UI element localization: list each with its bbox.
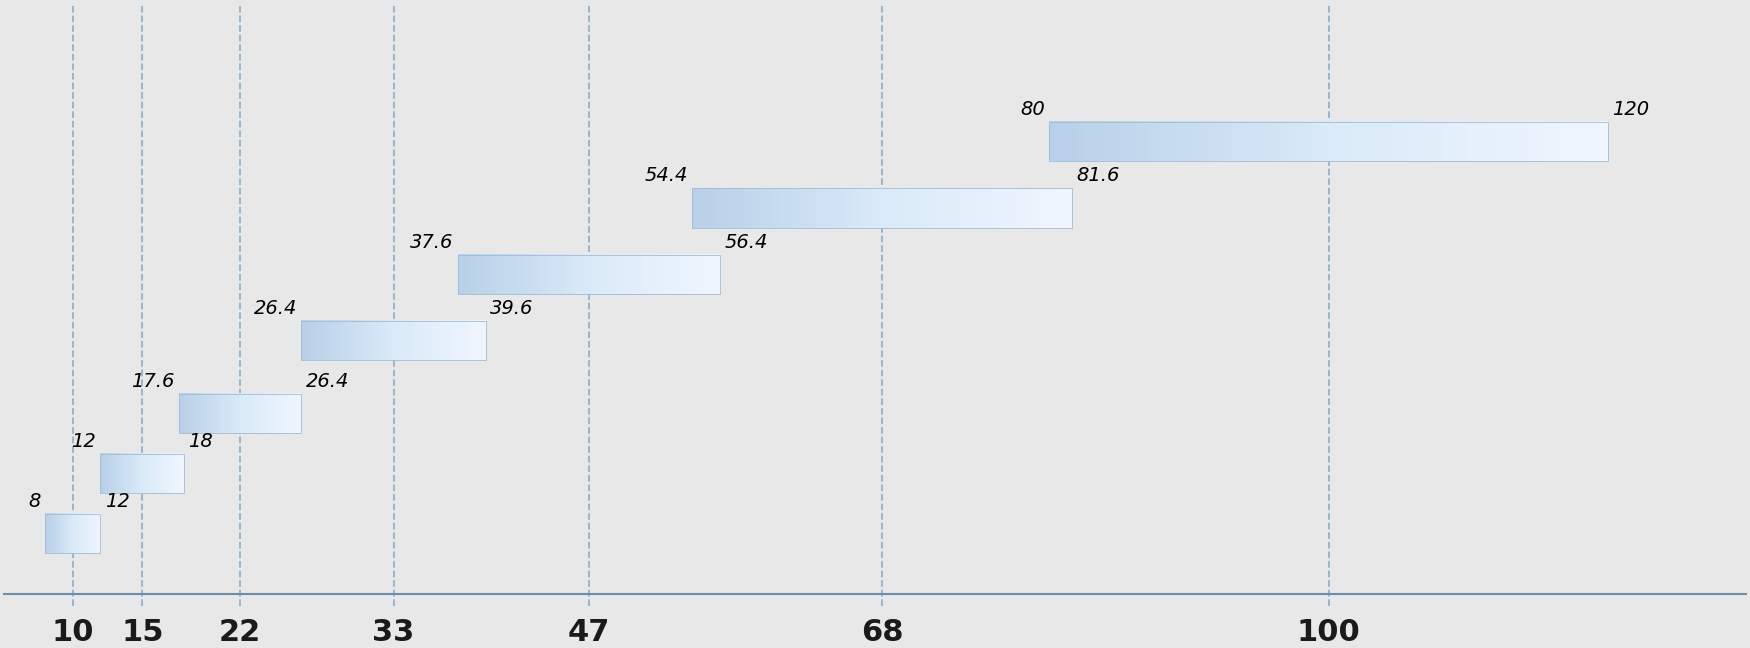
Text: 100: 100 [1297,618,1360,647]
Text: 17.6: 17.6 [131,371,175,391]
Text: 68: 68 [861,618,903,647]
Bar [46,515,100,553]
Text: 81.6: 81.6 [1076,167,1120,185]
Text: 33: 33 [373,618,415,647]
Text: 12: 12 [105,492,130,511]
Bar [1050,122,1608,161]
Text: 56.4: 56.4 [724,233,768,251]
Text: 47: 47 [567,618,611,647]
Text: 80: 80 [1020,100,1045,119]
Text: 12: 12 [72,432,96,451]
Text: 39.6: 39.6 [490,299,534,318]
Bar [100,454,184,493]
Text: 15: 15 [121,618,163,647]
Text: 54.4: 54.4 [644,167,688,185]
Text: 26.4: 26.4 [254,299,298,318]
Text: 26.4: 26.4 [306,371,348,391]
Text: 22: 22 [219,618,261,647]
Bar [178,393,301,433]
Bar [301,321,487,360]
Bar [458,255,719,294]
Text: 10: 10 [51,618,94,647]
Text: 8: 8 [28,492,40,511]
Text: 18: 18 [189,432,214,451]
Text: 120: 120 [1612,100,1648,119]
Text: 37.6: 37.6 [410,233,453,251]
Bar [693,189,1071,227]
